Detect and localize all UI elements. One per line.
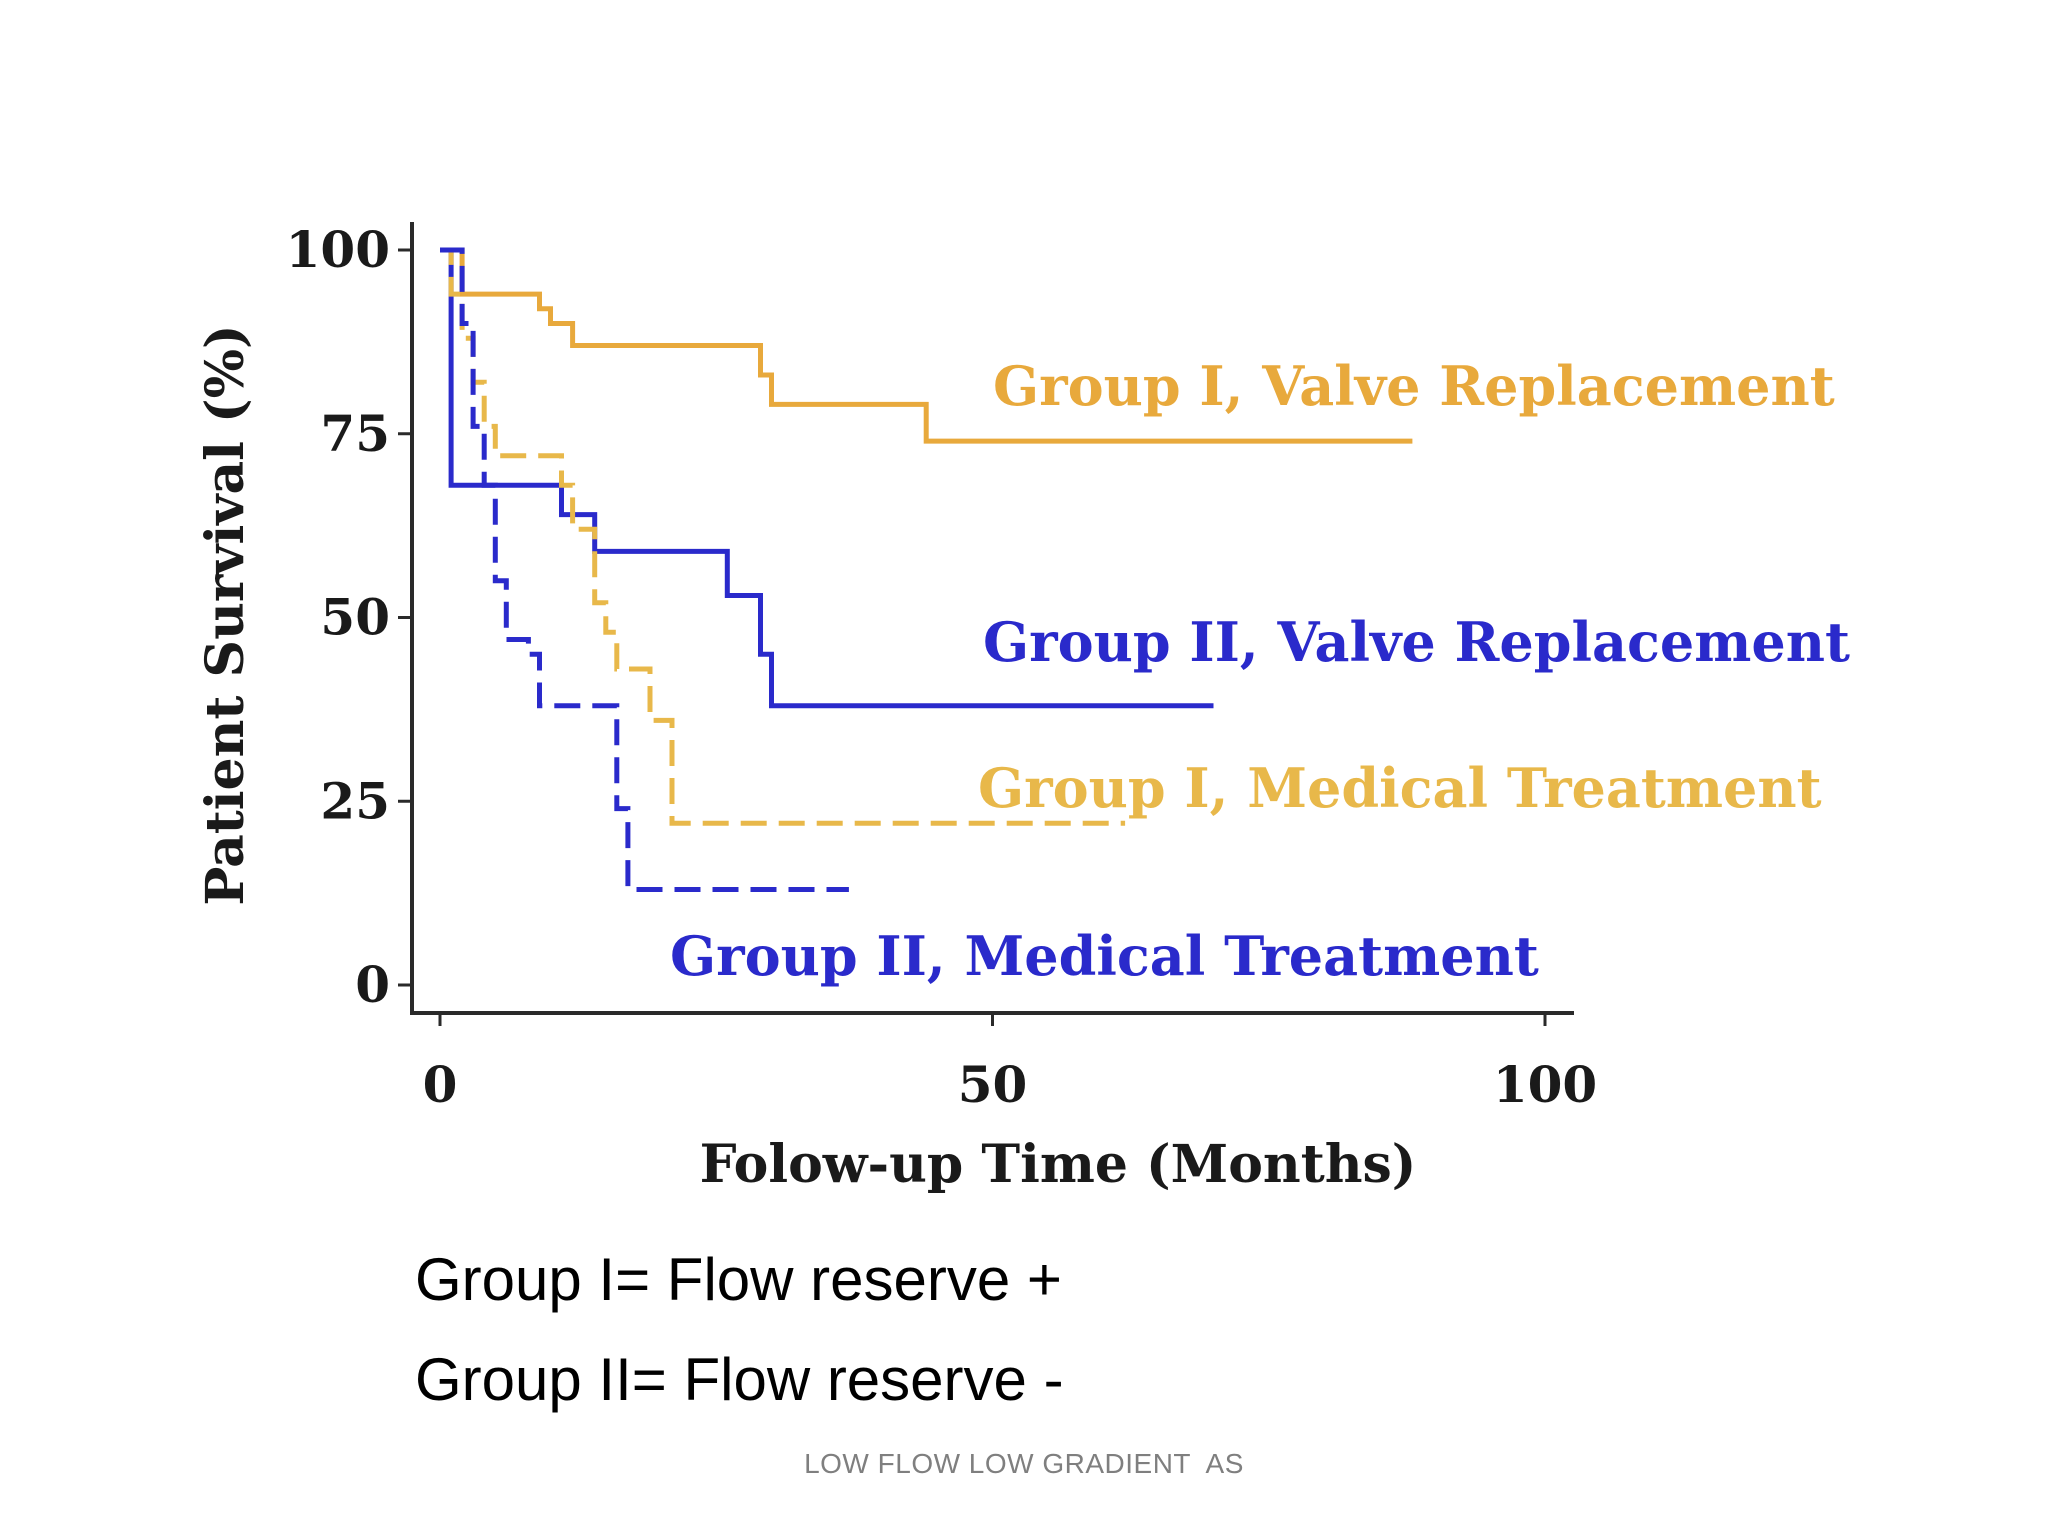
series-line-1: [440, 247, 1413, 444]
x-axis-ticks: 0 50 100: [423, 1013, 1597, 1114]
group-i-definition: Group I= Flow reserve +: [415, 1246, 1062, 1313]
x-tick-label: 100: [1493, 1055, 1597, 1114]
y-axis-title: Patient Survival (%): [195, 324, 256, 905]
y-tick-label: 25: [320, 771, 390, 830]
x-tick-label: 50: [958, 1055, 1028, 1114]
slide-footer: LOW FLOW LOW GRADIENT AS: [804, 1448, 1244, 1479]
y-tick-label: 100: [286, 220, 390, 279]
y-tick-label: 0: [355, 955, 390, 1014]
group-ii-definition: Group II= Flow reserve -: [415, 1346, 1064, 1413]
x-axis-title: Folow-up Time (Months): [700, 1134, 1417, 1195]
y-axis-ticks: 100 75 50 25 0: [286, 220, 412, 1014]
series-label-group2-valve: Group II, Valve Replacement: [983, 610, 1850, 674]
x-tick-label: 0: [423, 1055, 458, 1114]
series-label-group1-valve: Group I, Valve Replacement: [993, 354, 1835, 418]
series-label-group2-medical: Group II, Medical Treatment: [670, 924, 1539, 988]
y-tick-label: 75: [320, 404, 390, 463]
y-tick-label: 50: [320, 588, 390, 647]
series-line-3: [440, 247, 1126, 826]
series-line-4: [440, 247, 849, 892]
series-lines: [440, 247, 1413, 892]
series-label-group1-medical: Group I, Medical Treatment: [978, 756, 1822, 820]
series-line-2: [440, 247, 1214, 709]
